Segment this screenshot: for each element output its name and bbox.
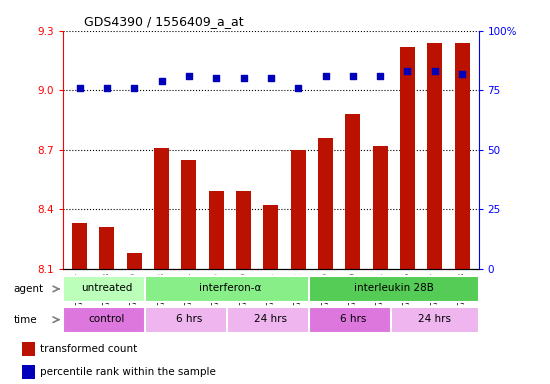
Point (184, 73, 193, 79)
Point (403, 68, 412, 74)
Bar (373, 146, 388, 269)
Bar (126, 253, 142, 269)
Text: 24 hrs: 24 hrs (419, 314, 452, 324)
Bar (400, 46, 415, 269)
Bar (427, 43, 442, 269)
Point (294, 85, 302, 91)
Point (102, 85, 111, 91)
Text: 24 hrs: 24 hrs (254, 314, 287, 324)
Bar (72, 223, 87, 269)
Bar (63, 307, 151, 333)
Point (239, 75, 248, 81)
Bar (21, 342, 35, 356)
Point (349, 73, 358, 79)
Point (75, 85, 84, 91)
Bar (263, 205, 278, 269)
Text: 6 hrs: 6 hrs (176, 314, 202, 324)
Text: time: time (14, 314, 37, 325)
Bar (318, 138, 333, 269)
Bar (100, 227, 114, 269)
Point (266, 75, 275, 81)
Bar (345, 114, 360, 269)
Point (431, 68, 439, 74)
Bar (227, 307, 315, 333)
Point (376, 73, 384, 79)
Bar (63, 276, 151, 302)
Text: agent: agent (14, 284, 44, 294)
Text: untreated: untreated (81, 283, 133, 293)
Bar (145, 276, 315, 302)
Bar (154, 148, 169, 269)
Text: 6 hrs: 6 hrs (340, 314, 366, 324)
Text: percentile rank within the sample: percentile rank within the sample (40, 367, 216, 377)
Point (458, 71, 466, 77)
Bar (391, 307, 478, 333)
Bar (291, 150, 306, 269)
Bar (182, 160, 196, 269)
Bar (309, 276, 478, 302)
Text: GDS4390 / 1556409_a_at: GDS4390 / 1556409_a_at (84, 15, 244, 28)
Text: control: control (89, 314, 125, 324)
Bar (145, 307, 233, 333)
Text: interleukin 28B: interleukin 28B (354, 283, 434, 293)
Text: transformed count: transformed count (40, 344, 138, 354)
Bar (309, 307, 397, 333)
Text: interferon-α: interferon-α (199, 283, 261, 293)
Point (157, 78, 166, 84)
Bar (21, 365, 35, 379)
Point (130, 85, 139, 91)
Point (321, 73, 330, 79)
Bar (455, 43, 470, 269)
Bar (236, 191, 251, 269)
Point (212, 75, 221, 81)
Bar (208, 191, 224, 269)
